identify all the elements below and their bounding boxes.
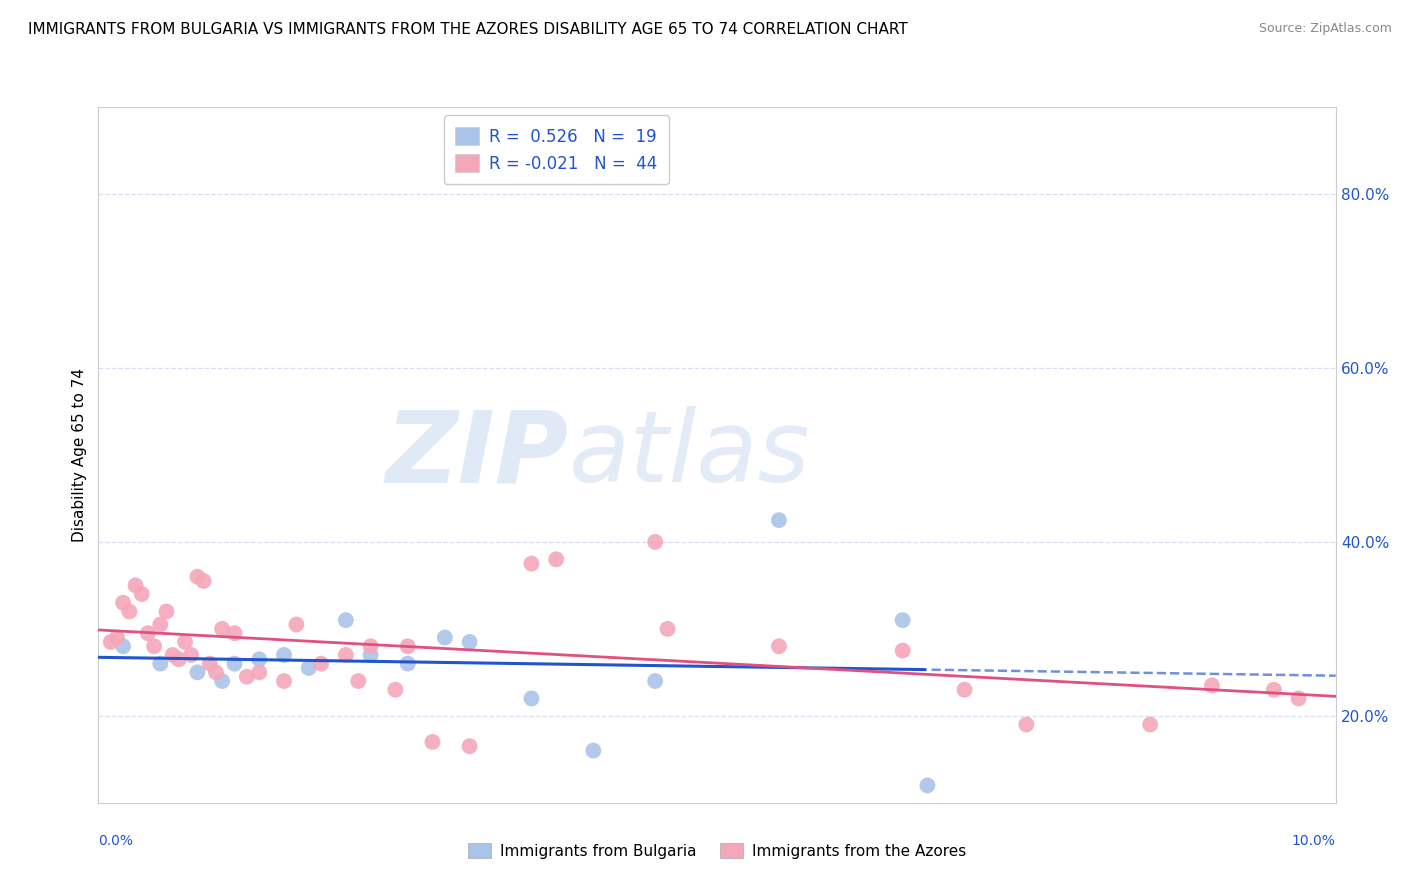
- Legend: Immigrants from Bulgaria, Immigrants from the Azores: Immigrants from Bulgaria, Immigrants fro…: [463, 837, 972, 864]
- Point: [174, 635, 197, 649]
- Point: [149, 657, 172, 671]
- Text: 10.0%: 10.0%: [1292, 834, 1336, 848]
- Point: [309, 657, 332, 671]
- Point: [1139, 717, 1161, 731]
- Point: [458, 635, 481, 649]
- Point: [657, 622, 679, 636]
- Point: [891, 643, 914, 657]
- Text: IMMIGRANTS FROM BULGARIA VS IMMIGRANTS FROM THE AZORES DISABILITY AGE 65 TO 74 C: IMMIGRANTS FROM BULGARIA VS IMMIGRANTS F…: [28, 22, 908, 37]
- Text: Source: ZipAtlas.com: Source: ZipAtlas.com: [1258, 22, 1392, 36]
- Point: [180, 648, 202, 662]
- Point: [1263, 682, 1285, 697]
- Point: [335, 648, 357, 662]
- Point: [396, 657, 419, 671]
- Point: [433, 631, 456, 645]
- Point: [335, 613, 357, 627]
- Point: [236, 670, 259, 684]
- Y-axis label: Disability Age 65 to 74: Disability Age 65 to 74: [72, 368, 87, 542]
- Point: [582, 744, 605, 758]
- Point: [118, 605, 141, 619]
- Point: [768, 513, 790, 527]
- Point: [644, 534, 666, 549]
- Point: [644, 674, 666, 689]
- Point: [247, 652, 270, 666]
- Point: [211, 622, 233, 636]
- Point: [167, 652, 190, 666]
- Point: [162, 648, 184, 662]
- Point: [224, 657, 246, 671]
- Point: [124, 578, 146, 592]
- Point: [105, 631, 128, 645]
- Point: [298, 661, 321, 675]
- Point: [186, 569, 208, 583]
- Point: [131, 587, 153, 601]
- Point: [198, 657, 221, 671]
- Point: [422, 735, 444, 749]
- Text: 0.0%: 0.0%: [98, 834, 134, 848]
- Point: [1288, 691, 1310, 706]
- Point: [100, 635, 122, 649]
- Point: [1015, 717, 1038, 731]
- Point: [384, 682, 406, 697]
- Point: [205, 665, 228, 680]
- Text: atlas: atlas: [568, 407, 810, 503]
- Point: [273, 674, 295, 689]
- Point: [112, 596, 135, 610]
- Point: [273, 648, 295, 662]
- Point: [285, 617, 308, 632]
- Point: [360, 648, 382, 662]
- Point: [768, 639, 790, 653]
- Text: ZIP: ZIP: [385, 407, 568, 503]
- Point: [136, 626, 159, 640]
- Point: [224, 626, 246, 640]
- Point: [347, 674, 370, 689]
- Point: [112, 639, 135, 653]
- Point: [186, 665, 208, 680]
- Point: [520, 691, 543, 706]
- Point: [953, 682, 976, 697]
- Point: [520, 557, 543, 571]
- Point: [247, 665, 270, 680]
- Point: [211, 674, 233, 689]
- Point: [1201, 678, 1223, 692]
- Point: [546, 552, 568, 566]
- Point: [193, 574, 215, 588]
- Point: [891, 613, 914, 627]
- Point: [458, 739, 481, 754]
- Point: [917, 778, 939, 792]
- Point: [155, 605, 177, 619]
- Point: [149, 617, 172, 632]
- Point: [143, 639, 166, 653]
- Point: [360, 639, 382, 653]
- Point: [396, 639, 419, 653]
